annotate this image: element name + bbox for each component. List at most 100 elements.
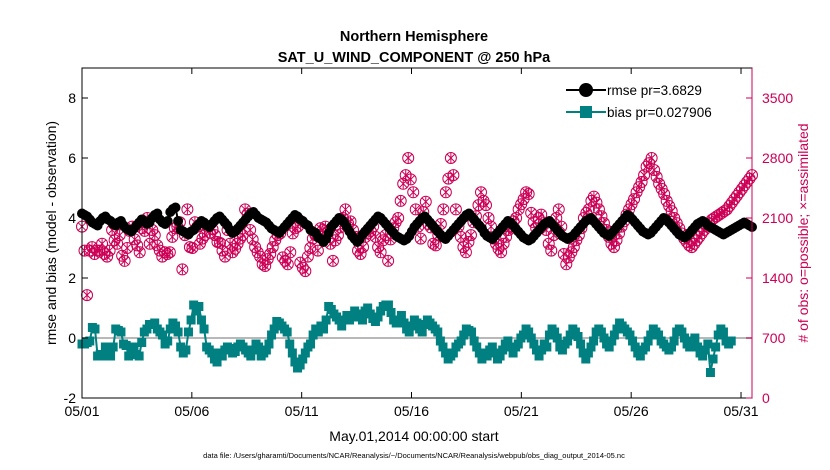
- bias-point: [685, 342, 695, 352]
- bias-point: [578, 348, 588, 358]
- bias-point: [90, 324, 100, 334]
- obs-possible-marker: [407, 186, 420, 199]
- bias-point: [137, 338, 147, 347]
- obs-assimilated-marker: [341, 204, 350, 215]
- bias-point: [490, 348, 500, 358]
- bias-point: [469, 336, 479, 346]
- bias-point: [435, 336, 445, 346]
- bias-point: [718, 327, 728, 337]
- bias-point: [711, 342, 721, 352]
- obs-assimilated-marker: [466, 230, 476, 241]
- bias-point: [126, 350, 136, 359]
- obs-possible-marker: [113, 229, 126, 242]
- obs-possible-marker: [392, 212, 405, 224]
- obs-possible-marker: [439, 186, 452, 199]
- bias-point: [319, 324, 329, 334]
- obs-assimilated-marker: [546, 245, 556, 256]
- obs-possible-marker: [404, 173, 417, 186]
- bias-point: [300, 348, 310, 358]
- bias-point: [641, 342, 651, 352]
- bias-point: [269, 324, 279, 334]
- bias-point: [212, 357, 222, 367]
- x-tick-label: 05/21: [504, 403, 539, 419]
- obs-possible-marker: [464, 229, 477, 242]
- obs-assimilated-marker: [408, 187, 418, 198]
- obs-assimilated-marker: [393, 213, 403, 223]
- obs-possible-marker: [244, 224, 257, 236]
- obs-possible-marker: [449, 203, 462, 216]
- obs-possible-marker: [289, 222, 302, 235]
- obs-assimilated-marker: [411, 204, 421, 215]
- obs-possible-marker: [374, 246, 387, 259]
- bias-point: [199, 324, 209, 334]
- obs-assimilated-marker: [449, 170, 458, 181]
- bias-point: [537, 345, 547, 355]
- bias-point: [417, 327, 427, 337]
- bias-point: [103, 344, 113, 353]
- bias-point: [412, 318, 422, 328]
- obs-assimilated-marker: [135, 247, 145, 258]
- bias-point: [628, 336, 638, 346]
- bias-point: [513, 339, 523, 349]
- obs-assimilated-marker: [328, 255, 338, 266]
- obs-assimilated-marker: [115, 230, 124, 241]
- bias-point: [248, 345, 258, 355]
- obs-possible-marker: [259, 260, 272, 272]
- bias-point: [347, 312, 357, 322]
- bias-point: [207, 348, 217, 358]
- bias-point: [290, 357, 300, 367]
- y-left-tick-label: 2: [68, 270, 76, 286]
- bias-point: [635, 351, 645, 361]
- obs-assimilated-marker: [441, 187, 451, 198]
- x-tick-label: 05/11: [285, 403, 319, 419]
- y-right-tick-label: 1400: [762, 270, 793, 286]
- obs-assimilated-marker: [183, 204, 192, 215]
- obs-possible-marker: [437, 203, 450, 216]
- obs-possible-marker: [522, 188, 535, 200]
- obs-possible-marker: [480, 199, 493, 212]
- bias-point: [654, 330, 664, 340]
- bias-point: [542, 342, 552, 352]
- obs-possible-marker: [595, 210, 608, 223]
- bias-point: [399, 318, 409, 328]
- x-tick-label: 05/06: [174, 403, 209, 419]
- bias-point: [129, 342, 139, 352]
- obs-possible-marker: [545, 244, 558, 257]
- bias-point: [441, 348, 451, 358]
- bias-point: [287, 348, 297, 358]
- obs-assimilated-marker: [283, 259, 293, 270]
- bias-point: [573, 332, 583, 341]
- bias-point: [529, 339, 539, 349]
- obs-possible-marker: [394, 194, 407, 207]
- bias-point: [589, 336, 599, 346]
- obs-possible-marker: [658, 188, 671, 200]
- obs-assimilated-marker: [305, 243, 315, 253]
- bias-point: [321, 315, 331, 325]
- obs-possible-marker: [354, 248, 367, 260]
- bias-point: [98, 351, 108, 361]
- obs-possible-marker: [101, 250, 114, 263]
- bias-point: [448, 348, 458, 358]
- obs-assimilated-marker: [120, 255, 130, 266]
- legend-bias-label: bias pr=0.027906: [607, 105, 712, 120]
- bias-point: [186, 315, 196, 325]
- y-right-tick-label: 0: [762, 390, 770, 406]
- bias-point: [599, 333, 609, 343]
- bias-point: [482, 351, 492, 361]
- bias-point: [181, 345, 191, 355]
- bias-point: [158, 330, 168, 340]
- obs-assimilated-marker: [416, 233, 426, 244]
- bias-point: [625, 330, 635, 340]
- bias-point: [363, 303, 373, 313]
- bias-point: [306, 339, 316, 349]
- bias-point: [404, 327, 414, 337]
- bias-point: [534, 351, 544, 361]
- obs-assimilated-marker: [300, 266, 310, 277]
- obs-possible-marker: [607, 241, 620, 254]
- bias-point: [472, 342, 482, 352]
- bias-point: [524, 327, 534, 337]
- bias-point: [677, 327, 687, 337]
- bias-point: [700, 345, 710, 355]
- bias-point: [713, 330, 723, 340]
- obs-assimilated-marker: [461, 247, 471, 258]
